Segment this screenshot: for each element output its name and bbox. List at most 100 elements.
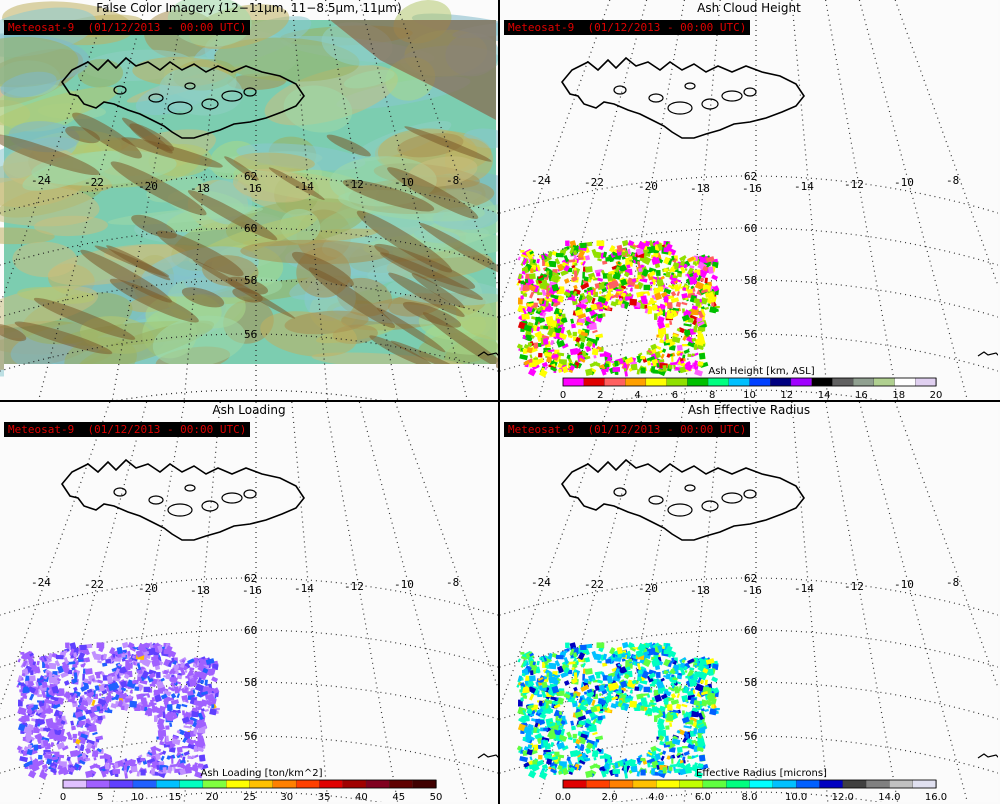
colorbar-swatch <box>412 779 437 789</box>
colorbar-tick: 20 <box>206 792 219 802</box>
colorbar-swatch <box>156 779 181 789</box>
colorbar-swatch <box>666 377 688 387</box>
colorbar-swatch <box>179 779 204 789</box>
lat-label: 60 <box>244 222 257 235</box>
lat-label: 62 <box>244 572 257 585</box>
colorbar-swatch <box>707 377 730 387</box>
colorbar-swatch <box>819 779 844 789</box>
lon-label: -24 <box>531 174 551 187</box>
lon-label: -18 <box>690 584 710 597</box>
colorbar-tick: 14 <box>818 390 831 400</box>
panel-ash-loading: -24 -22 -20 -18 -16 -14 -12 -10 -8 62 60 58 56 Ash Lo… <box>0 402 498 802</box>
faroe-outline <box>477 351 498 357</box>
panel-title: Ash Cloud Height <box>697 1 801 15</box>
colorbar-swatch <box>202 779 227 789</box>
colorbar-swatch <box>865 779 891 789</box>
colorbar-swatch <box>679 779 704 789</box>
colorbar-swatch <box>562 377 585 387</box>
colorbar-swatch <box>656 779 681 789</box>
colorbar-swatch <box>632 779 657 789</box>
lon-label: -16 <box>242 584 262 597</box>
colorbar-swatch <box>249 779 274 789</box>
lat-label: 58 <box>244 676 257 689</box>
colorbar-tick: 8 <box>709 390 715 400</box>
lat-label: 56 <box>744 328 757 341</box>
colorbar-swatch <box>342 779 367 789</box>
colorbar-tick: 4.0 <box>648 792 664 802</box>
iceland-outline <box>561 56 805 139</box>
colorbar-title: Ash Height [km, ASL] <box>708 366 814 377</box>
lon-label: -22 <box>84 176 104 189</box>
lat-label: 58 <box>244 274 257 287</box>
colorbar-tick: 12.0 <box>832 792 854 802</box>
colorbar-tick: 18 <box>892 390 905 400</box>
panel-title: Ash Effective Radius <box>687 403 811 417</box>
colorbar-swatch <box>109 779 134 789</box>
lat-label: 62 <box>244 170 257 183</box>
colorbar: Effective Radius [microns] 0.0 2.0 4.0 6.0 8.… <box>555 768 947 802</box>
iceland-outline <box>61 56 305 139</box>
colorbar-tick: 40 <box>355 792 368 802</box>
colorbar-tick: 16.0 <box>925 792 947 802</box>
lon-label: -14 <box>294 180 314 193</box>
faroe-outline <box>977 351 998 357</box>
colorbar-swatch <box>749 779 774 789</box>
lon-label: -10 <box>394 578 414 591</box>
lon-label: -16 <box>742 182 762 195</box>
colorbar-swatch <box>365 779 391 789</box>
colorbar-swatch <box>702 779 727 789</box>
colorbar-swatch <box>86 779 111 789</box>
colorbar-swatch <box>770 377 792 387</box>
colorbar-tick: 0.0 <box>555 792 571 802</box>
colorbar-swatch <box>272 779 297 789</box>
colorbar-swatch <box>604 377 626 387</box>
lat-label: 58 <box>744 274 757 287</box>
satellite-label: Meteosat-9 (01/12/2013 - 00:00 UTC) <box>504 422 751 437</box>
colorbar-tick: 5 <box>97 792 103 802</box>
lon-label: -22 <box>84 578 104 591</box>
iceland-outline <box>561 458 805 541</box>
lon-label: -12 <box>344 178 364 191</box>
colorbar-tick: 25 <box>243 792 256 802</box>
lon-label: -18 <box>190 182 210 195</box>
lon-label: -18 <box>690 182 710 195</box>
colorbar-tick: 12 <box>780 390 793 400</box>
colorbar-swatch <box>915 377 937 387</box>
colorbar-title: Ash Loading [ton/km^2] <box>200 768 322 779</box>
lon-label: -12 <box>844 580 864 593</box>
colorbar-swatch <box>62 779 87 789</box>
lon-label: -22 <box>584 578 604 591</box>
lat-label: 60 <box>244 624 257 637</box>
colorbar-swatch <box>319 779 344 789</box>
false-color-map: -24 -22 -20 -18 -16 -14 -12 -10 -8 62 60 58 56 <box>0 0 498 400</box>
colorbar-tick: 0 <box>60 792 66 802</box>
colorbar-swatch <box>842 779 867 789</box>
colorbar-tick: 35 <box>318 792 331 802</box>
iceland-outline <box>61 458 305 541</box>
colorbar: Ash Loading [ton/km^2] 0 5 10 15 20 25 30 35 40 45… <box>60 768 443 802</box>
colorbar-swatch <box>389 779 414 789</box>
lon-label: -12 <box>344 580 364 593</box>
colorbar-swatch <box>226 779 251 789</box>
colorbar-tick: 2 <box>597 390 603 400</box>
colorbar-tick: 2.0 <box>602 792 618 802</box>
colorbar-tick: 15 <box>169 792 182 802</box>
ash-retrieval-field <box>516 239 720 378</box>
colorbar-swatch <box>609 779 634 789</box>
colorbar-tick: 45 <box>392 792 405 802</box>
lon-label: -8 <box>446 174 459 187</box>
colorbar-swatch <box>873 377 896 387</box>
colorbar-swatch <box>583 377 606 387</box>
panel-false-color: -24 -22 -20 -18 -16 -14 -12 -10 -8 62 60 58 56 False… <box>0 0 498 400</box>
lon-label: -20 <box>138 180 158 193</box>
ash-retrieval-field <box>516 641 720 780</box>
vertical-divider <box>498 0 500 804</box>
panel-title: False Color Imagery (12−11µm, 11−8.5µm, … <box>96 1 402 15</box>
panel-title: Ash Loading <box>212 403 286 417</box>
lat-label: 62 <box>744 170 757 183</box>
lon-label: -10 <box>894 176 914 189</box>
colorbar-tick: 50 <box>430 792 443 802</box>
